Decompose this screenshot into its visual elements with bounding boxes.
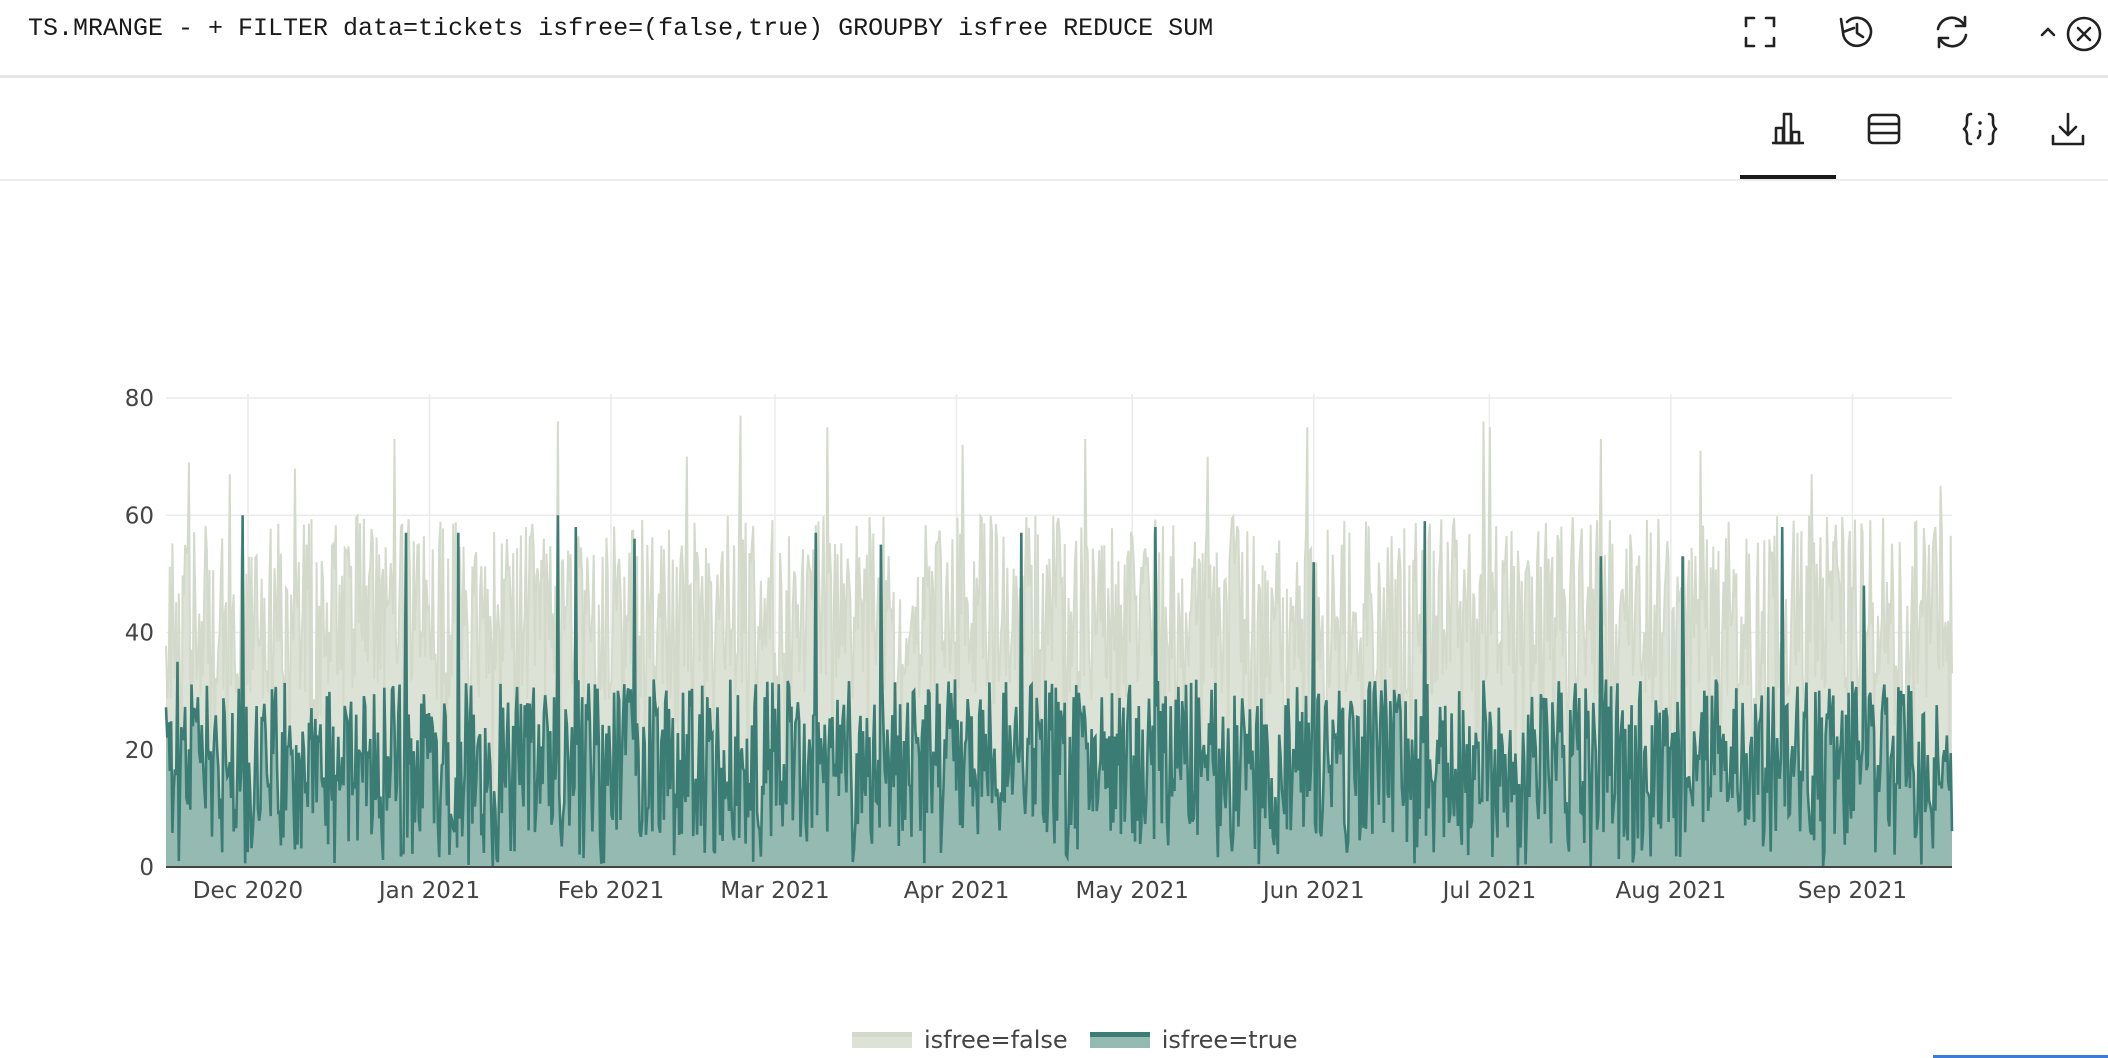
x-tick-label: Aug 2021 <box>1616 878 1727 904</box>
legend-swatch-false <box>852 1032 912 1048</box>
download-icon <box>2051 112 2085 145</box>
collapse-button[interactable] <box>2022 6 2074 58</box>
x-tick-label: Jun 2021 <box>1261 878 1365 904</box>
json-braces-icon <box>1962 112 1998 145</box>
legend-label-false: isfree=false <box>924 1026 1068 1054</box>
y-tick-label: 80 <box>125 386 154 412</box>
chevron-up-icon <box>2040 27 2056 37</box>
fullscreen-icon <box>1744 16 1776 48</box>
query-bar: TS.MRANGE - + FILTER data=tickets isfree… <box>0 0 2108 78</box>
x-tick-label: Apr 2021 <box>904 878 1010 904</box>
tab-chart[interactable] <box>1740 78 1836 179</box>
view-toolbar <box>0 78 2108 181</box>
refresh-button[interactable] <box>1926 6 1978 58</box>
legend-label-true: isfree=true <box>1161 1026 1298 1054</box>
history-button[interactable] <box>1830 6 1882 58</box>
x-tick-label: Dec 2020 <box>193 878 303 904</box>
x-tick-label: Mar 2021 <box>720 878 829 904</box>
legend-item-true[interactable]: isfree=true <box>1089 1026 1298 1054</box>
y-tick-label: 60 <box>125 503 154 529</box>
history-icon <box>1839 16 1873 48</box>
x-tick-label: May 2021 <box>1075 878 1188 904</box>
y-tick-label: 40 <box>125 621 154 647</box>
chart-axes: 0 20 40 60 80 Dec 2020 Jan 2021 Feb 2021 Mar 202… <box>125 386 1952 904</box>
series-line-isfree-false <box>165 415 1953 864</box>
x-tick-label: Sep 2021 <box>1798 878 1907 904</box>
x-tick-label: Jul 2021 <box>1441 878 1537 904</box>
tab-download[interactable] <box>2028 78 2108 179</box>
x-tick-label: Feb 2021 <box>558 878 665 904</box>
timeseries-chart[interactable]: 0 20 40 60 80 Dec 2020 Jan 2021 Feb 2021 Mar 202… <box>0 181 2108 1021</box>
series-line-isfree-true <box>164 515 1954 867</box>
legend-item-false[interactable]: isfree=false <box>852 1026 1068 1054</box>
y-tick-label: 0 <box>139 855 154 881</box>
x-tick-label: Jan 2021 <box>377 878 480 904</box>
close-circle-icon <box>2066 16 2102 52</box>
close-button[interactable] <box>2056 6 2108 58</box>
y-tick-label: 20 <box>125 738 154 764</box>
chart-series <box>164 415 1954 867</box>
bar-chart-icon <box>1772 112 1804 144</box>
legend-swatch-true <box>1089 1032 1150 1048</box>
fullscreen-button[interactable] <box>1734 6 1786 58</box>
refresh-icon <box>1936 15 1968 49</box>
table-icon <box>1867 113 1901 144</box>
tab-table[interactable] <box>1836 78 1932 179</box>
query-text[interactable]: TS.MRANGE - + FILTER data=tickets isfree… <box>28 14 1214 43</box>
tab-json[interactable] <box>1932 78 2028 179</box>
chart-legend: isfree=false isfree=true <box>852 1022 1298 1058</box>
scroll-indicator <box>1933 1055 2108 1058</box>
